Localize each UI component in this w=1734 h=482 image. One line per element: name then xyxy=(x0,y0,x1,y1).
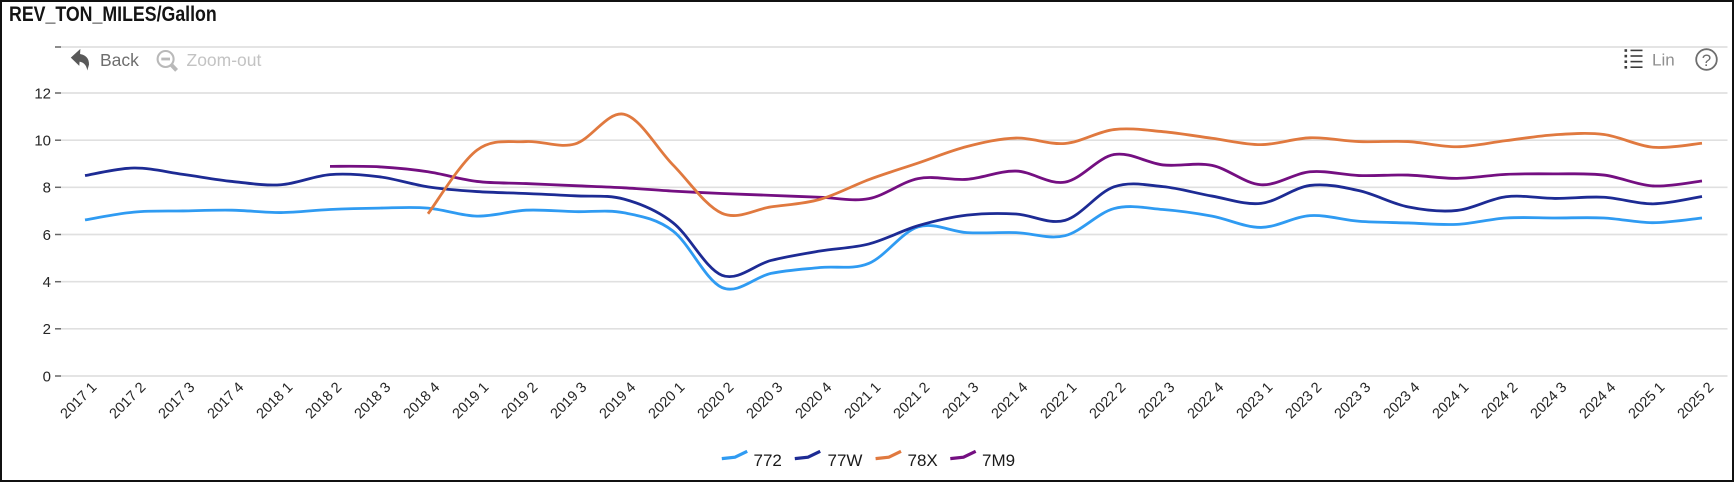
svg-text:2017 4: 2017 4 xyxy=(205,380,248,423)
svg-text:2025 1: 2025 1 xyxy=(1626,380,1669,423)
svg-text:2017 1: 2017 1 xyxy=(58,380,101,423)
svg-text:2023 2: 2023 2 xyxy=(1283,380,1326,423)
svg-text:?: ? xyxy=(1702,51,1711,70)
svg-text:2021 3: 2021 3 xyxy=(940,380,983,423)
svg-text:Lin: Lin xyxy=(1652,51,1675,70)
svg-text:12: 12 xyxy=(34,85,51,102)
svg-text:2017 2: 2017 2 xyxy=(107,380,150,423)
svg-text:2019 3: 2019 3 xyxy=(548,380,591,423)
svg-text:4: 4 xyxy=(43,274,51,291)
svg-text:2018 1: 2018 1 xyxy=(254,380,297,423)
svg-text:2021 1: 2021 1 xyxy=(842,380,885,423)
svg-text:2024 2: 2024 2 xyxy=(1479,380,1522,423)
svg-text:77W: 77W xyxy=(828,451,863,470)
svg-text:2020 1: 2020 1 xyxy=(646,380,689,423)
svg-text:Back: Back xyxy=(100,50,139,70)
svg-text:2022 2: 2022 2 xyxy=(1087,380,1130,423)
svg-text:10: 10 xyxy=(34,133,51,150)
svg-text:78X: 78X xyxy=(908,451,938,470)
svg-text:2017 3: 2017 3 xyxy=(156,380,199,423)
svg-text:2024 4: 2024 4 xyxy=(1577,380,1620,423)
svg-text:2022 1: 2022 1 xyxy=(1038,380,1081,423)
svg-text:2019 1: 2019 1 xyxy=(450,380,493,423)
svg-text:2025 2: 2025 2 xyxy=(1675,380,1718,423)
svg-text:2022 3: 2022 3 xyxy=(1136,380,1179,423)
svg-text:2021 4: 2021 4 xyxy=(989,380,1032,423)
svg-text:2021 2: 2021 2 xyxy=(891,380,934,423)
svg-text:2018 4: 2018 4 xyxy=(401,380,444,423)
svg-text:772: 772 xyxy=(754,451,782,470)
svg-text:2019 2: 2019 2 xyxy=(499,380,542,423)
svg-text:2023 1: 2023 1 xyxy=(1234,380,1277,423)
svg-text:Zoom-out: Zoom-out xyxy=(187,50,262,70)
svg-text:2019 4: 2019 4 xyxy=(597,380,640,423)
svg-text:2024 1: 2024 1 xyxy=(1430,380,1473,423)
svg-text:2020 4: 2020 4 xyxy=(793,380,836,423)
svg-text:2: 2 xyxy=(43,321,51,338)
svg-text:2022 4: 2022 4 xyxy=(1185,380,1228,423)
svg-text:8: 8 xyxy=(43,180,51,197)
svg-text:2023 4: 2023 4 xyxy=(1381,380,1424,423)
svg-text:2018 3: 2018 3 xyxy=(352,380,395,423)
svg-text:2018 2: 2018 2 xyxy=(303,380,346,423)
svg-text:2023 3: 2023 3 xyxy=(1332,380,1375,423)
svg-text:2020 3: 2020 3 xyxy=(744,380,787,423)
svg-text:2020 2: 2020 2 xyxy=(695,380,738,423)
svg-text:2024 3: 2024 3 xyxy=(1528,380,1571,423)
svg-text:7M9: 7M9 xyxy=(982,451,1015,470)
svg-text:0: 0 xyxy=(43,368,51,385)
svg-text:6: 6 xyxy=(43,227,51,244)
